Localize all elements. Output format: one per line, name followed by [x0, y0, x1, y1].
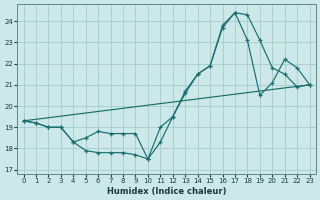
- X-axis label: Humidex (Indice chaleur): Humidex (Indice chaleur): [107, 187, 226, 196]
